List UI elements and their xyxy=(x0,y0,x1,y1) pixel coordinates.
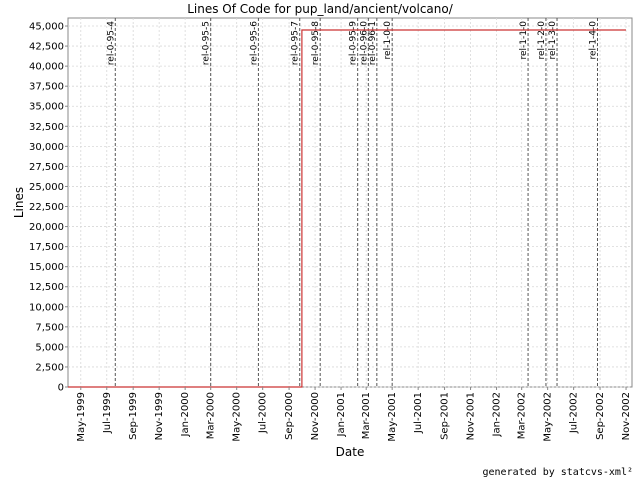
x-tick-label: May-2001 xyxy=(387,392,398,442)
y-tick-label: 10,000 xyxy=(29,302,64,313)
x-tick-label: Sep-2002 xyxy=(595,392,606,440)
y-axis-ticks: 0 2,500 5,000 7,500 10,000 12,500 15,000 17,500… xyxy=(29,22,68,394)
x-axis-ticks: May-1999 Jul-1999 Sep-1999 Nov-1999 Jan-2000… xyxy=(76,387,632,442)
y-tick-label: 42,500 xyxy=(29,42,64,53)
y-tick-label: 17,500 xyxy=(29,242,64,253)
y-tick-label: 12,500 xyxy=(29,282,64,293)
generator-credit: generated by statcvs-xml² xyxy=(482,467,633,478)
release-marker-label: rel-1-1-0 xyxy=(519,21,529,60)
release-marker-label: rel-0-95-7 xyxy=(291,21,301,65)
release-marker-label: rel-0-95-5 xyxy=(202,21,212,65)
x-tick-label: Mar-2000 xyxy=(206,392,217,439)
release-markers: rel-0-95-4 rel-0-95-5 rel-0-95-6 rel-0-95-7… xyxy=(106,18,598,387)
release-marker-label: rel-1-4-0 xyxy=(588,21,598,60)
x-tick-label: Sep-2000 xyxy=(284,392,295,440)
y-tick-label: 45,000 xyxy=(29,22,64,33)
x-tick-label: May-2002 xyxy=(543,392,554,442)
grid xyxy=(68,18,632,388)
release-marker-label: rel-1-3-0 xyxy=(548,21,558,60)
y-tick-label: 2,500 xyxy=(35,362,64,373)
x-tick-label: May-2000 xyxy=(232,392,243,442)
x-axis-label: Date xyxy=(336,445,365,459)
y-tick-label: 35,000 xyxy=(29,102,64,113)
release-marker-label: rel-0-95-9 xyxy=(349,21,359,65)
x-tick-label: Mar-2001 xyxy=(361,392,372,439)
y-axis-label: Lines xyxy=(12,187,26,218)
release-marker-label: rel-0-96-1 xyxy=(368,21,378,65)
x-tick-label: Mar-2002 xyxy=(517,392,528,439)
x-tick-label: Jul-2001 xyxy=(413,392,424,434)
x-tick-label: Sep-1999 xyxy=(128,392,139,440)
y-tick-label: 20,000 xyxy=(29,222,64,233)
y-tick-label: 15,000 xyxy=(29,262,64,273)
x-tick-label: Nov-2001 xyxy=(466,392,477,440)
y-tick-label: 32,500 xyxy=(29,122,64,133)
y-tick-label: 5,000 xyxy=(35,342,64,353)
x-tick-label: Jan-2000 xyxy=(180,392,191,437)
y-tick-label: 22,500 xyxy=(29,202,64,213)
x-tick-label: Jan-2001 xyxy=(336,392,347,437)
y-tick-label: 37,500 xyxy=(29,82,64,93)
release-marker-label: rel-0-95-4 xyxy=(106,21,116,65)
release-marker-label: rel-1-0-0 xyxy=(383,21,393,60)
x-tick-label: Sep-2001 xyxy=(440,392,451,440)
x-tick-label: Jul-2000 xyxy=(258,392,269,434)
release-marker-label: rel-0-95-8 xyxy=(311,21,321,65)
y-tick-label: 0 xyxy=(58,383,64,394)
x-tick-label: Nov-2002 xyxy=(621,392,632,440)
y-tick-label: 25,000 xyxy=(29,182,64,193)
x-tick-label: Jul-1999 xyxy=(102,392,113,434)
release-marker-label: rel-0-96-0 xyxy=(359,21,369,65)
plot-area xyxy=(67,17,633,388)
y-tick-label: 27,500 xyxy=(29,162,64,173)
release-marker-label: rel-0-95-6 xyxy=(249,21,259,65)
chart-title: Lines Of Code for pup_land/ancient/volca… xyxy=(187,2,454,16)
x-tick-label: Jan-2002 xyxy=(492,392,503,437)
release-marker-label: rel-1-2-0 xyxy=(537,21,547,60)
x-tick-label: Nov-2000 xyxy=(310,392,321,440)
x-tick-label: May-1999 xyxy=(76,392,87,442)
x-tick-label: Nov-1999 xyxy=(154,392,165,440)
y-tick-label: 40,000 xyxy=(29,62,64,73)
y-tick-label: 7,500 xyxy=(35,322,64,333)
x-tick-label: Jul-2002 xyxy=(569,392,580,434)
y-tick-label: 30,000 xyxy=(29,142,64,153)
